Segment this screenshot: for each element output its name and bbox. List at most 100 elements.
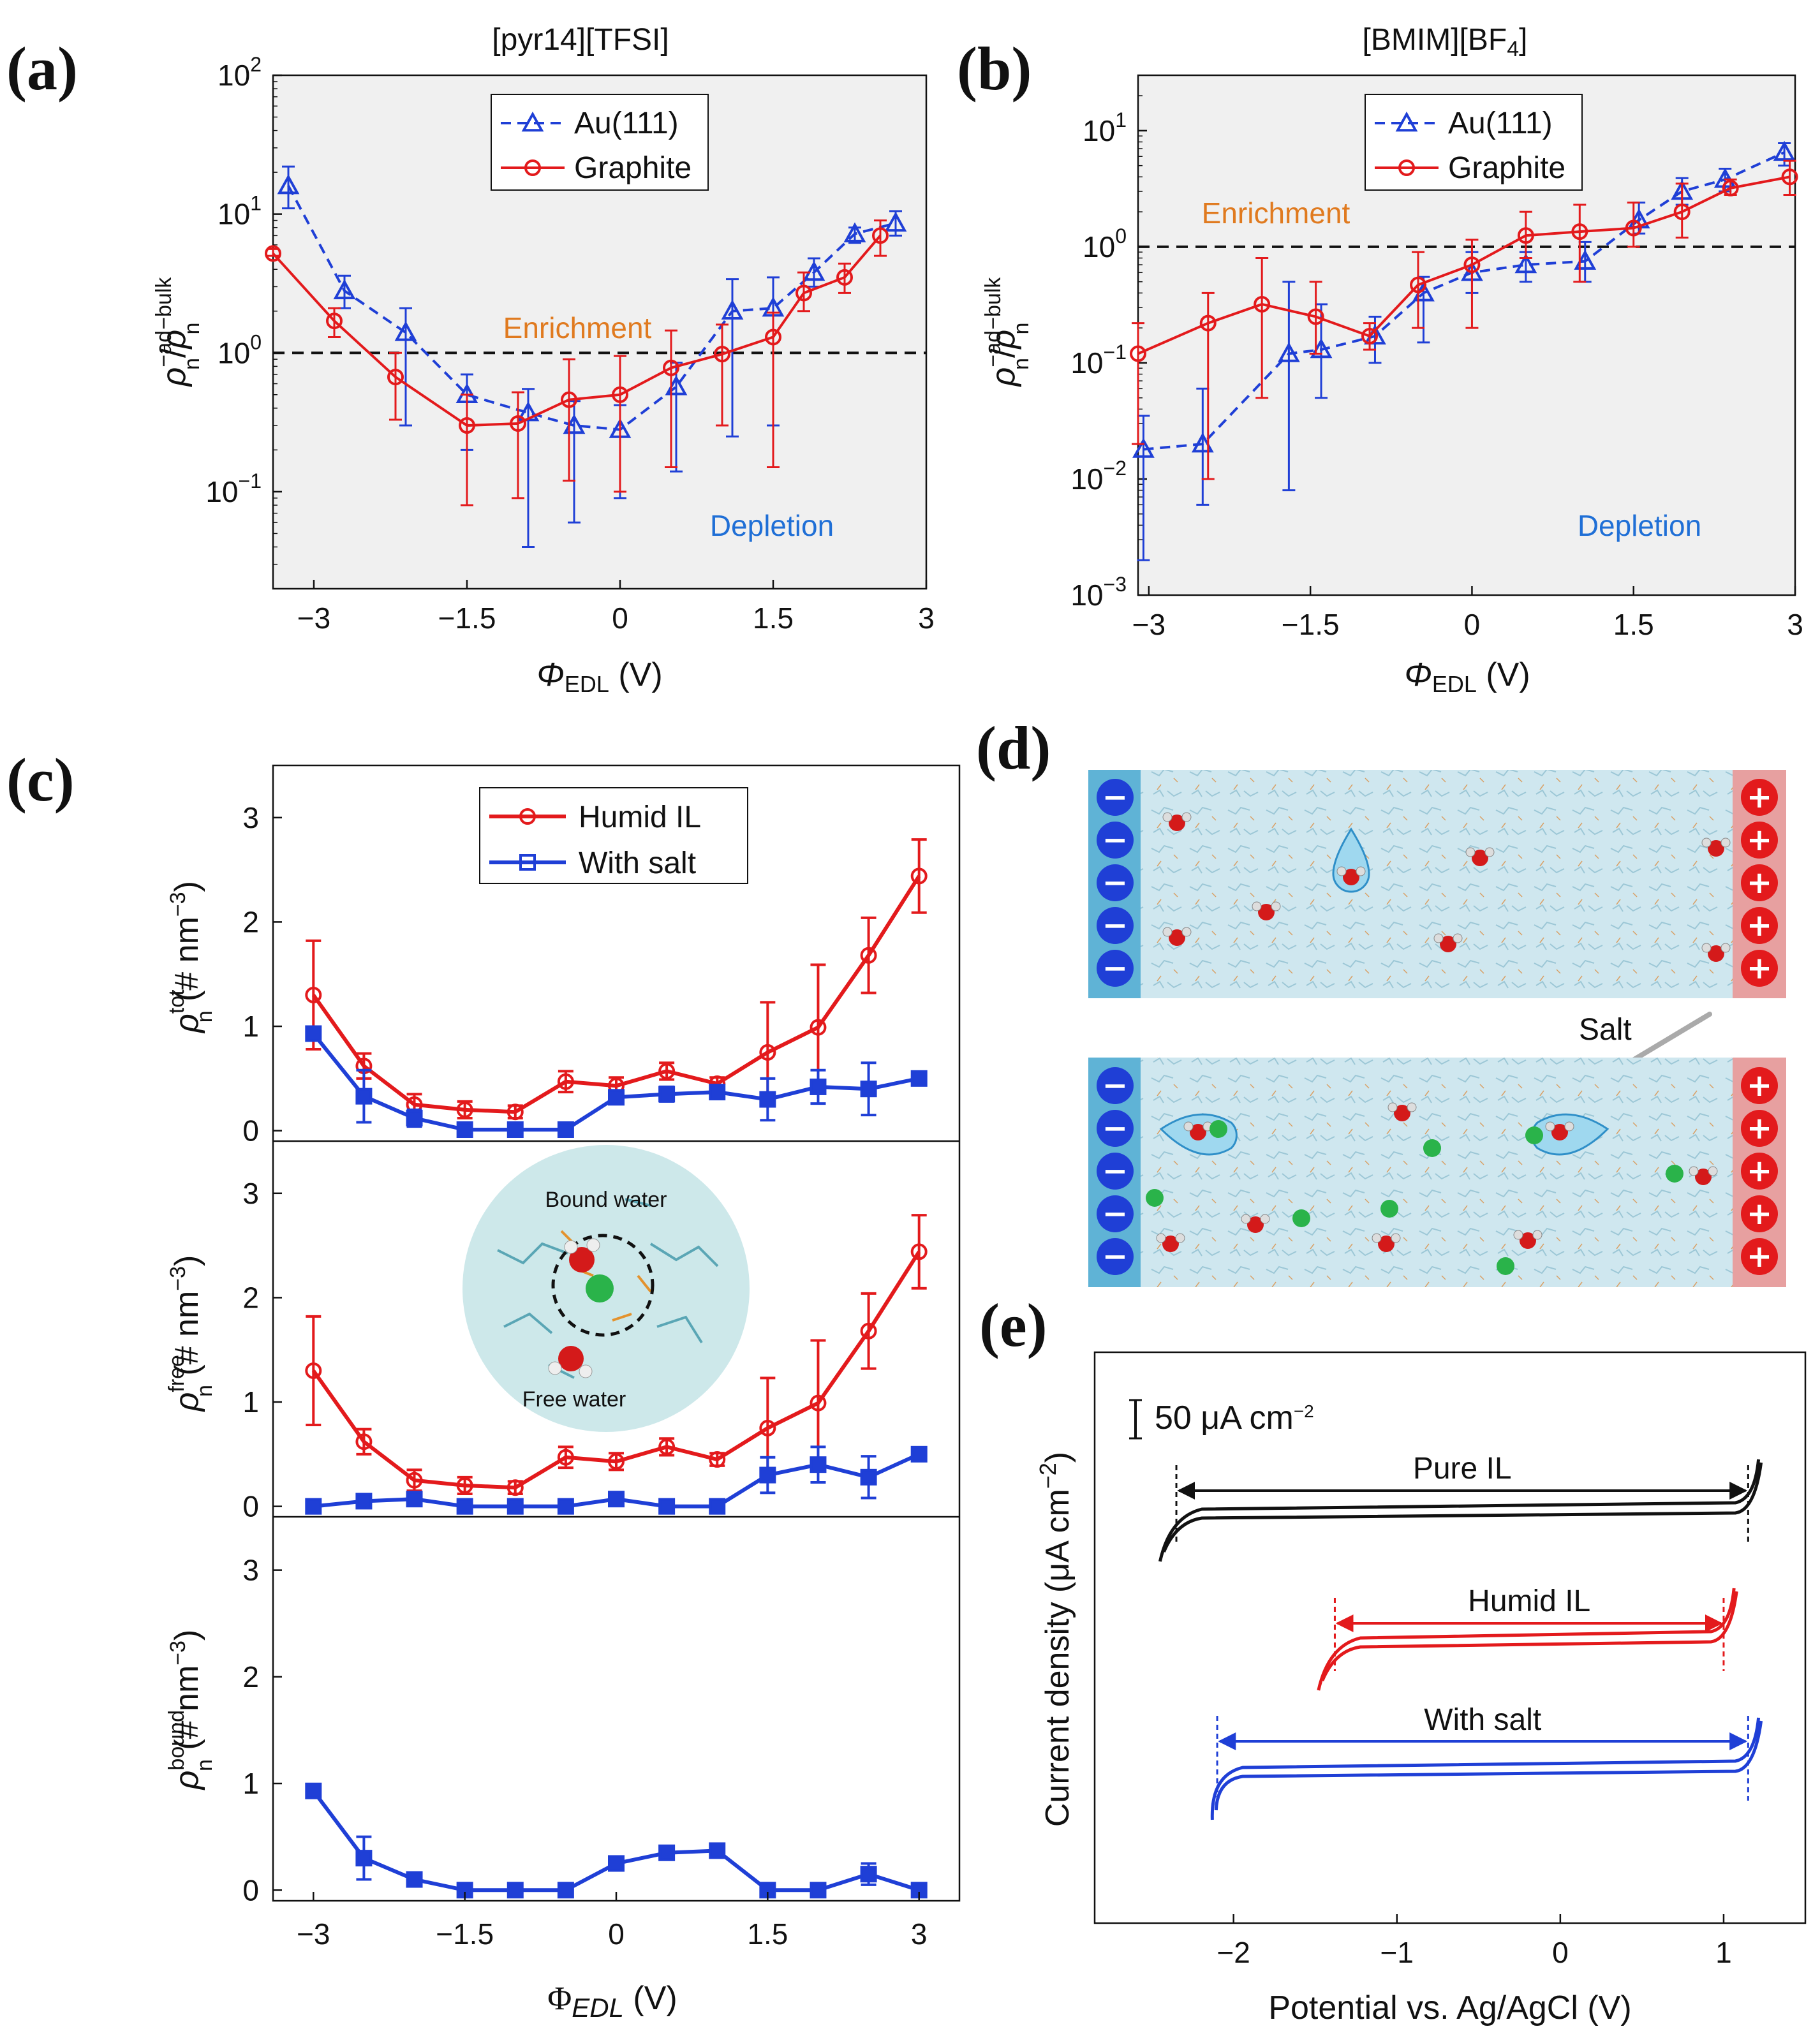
x-tick-label: −3 [297,1917,330,1951]
water-hydrogen-icon [1162,812,1173,822]
water-oxygen-icon [1440,936,1456,952]
svg-text:Current density (μA cm−2): Current density (μA cm−2) [1035,1452,1076,1827]
data-point [860,1322,877,1339]
cation-icon [1741,1195,1778,1232]
water-hydrogen-icon [1156,1233,1166,1243]
depletion-annotation: Depletion [710,509,834,542]
panel-b-title: [BMIM][BF4] [1363,23,1528,61]
data-point [305,1782,322,1799]
y-tick-label: 3 [242,1554,259,1587]
legend-marker [519,854,536,871]
water-oxygen-icon [1708,840,1724,857]
water-hydrogen-icon [1241,1214,1251,1224]
data-point [507,1103,524,1121]
scalebar-label: 50 μA cm−2 [1155,1399,1314,1436]
cation-icon [1741,1153,1778,1190]
y-tick-label: 10−2 [1070,457,1127,496]
cation-icon [1741,822,1778,859]
data-point [277,174,300,195]
data-point [557,1449,574,1466]
data-point [658,1086,676,1103]
x-tick-label: 3 [1787,608,1803,641]
water-oxygen-icon [1472,850,1488,866]
data-point [459,417,475,434]
legend-marker [1398,159,1415,176]
legend-label: Graphite [574,151,692,185]
water-hydrogen-icon [1689,1166,1699,1176]
water-hydrogen-icon [1720,943,1731,953]
inset-bound-circle [551,1234,655,1337]
water-oxygen-icon [1695,1169,1712,1185]
panel-e-chart: −2 −1 0 1 Pure IL Humid IL With salt [1093,1351,1807,1969]
data-point [265,245,281,262]
cation-icon [1741,1067,1778,1104]
panel-label-d: (d) [976,714,1051,782]
window-label: Pure IL [1413,1452,1512,1486]
y-tick-label: 102 [218,53,262,92]
legend-box [1365,94,1583,191]
panel-label-a: (a) [6,34,78,103]
svg-text:ρtotn (# nm−3): ρtotn (# nm−3) [165,881,217,1034]
data-point [456,1121,473,1139]
legend-box [479,787,748,884]
charge-sign: − [1102,779,1128,815]
inset-chloride-icon [586,1274,614,1302]
water-oxygen-icon [1258,904,1275,920]
data-point [709,1451,726,1468]
data-point [759,1466,776,1484]
data-point [507,1479,524,1496]
data-point [305,1362,322,1379]
data-point [1307,308,1324,325]
water-hydrogen-icon [1260,1214,1270,1224]
legend-box [491,94,709,191]
data-point [1773,140,1796,161]
y-tick-label: 2 [242,905,259,938]
data-point [456,1477,473,1494]
water-oxygen-icon [1247,1216,1264,1233]
water-oxygen-icon [1520,1232,1536,1249]
data-point [910,1243,928,1260]
data-point [557,1121,574,1139]
series-pure-il: Pure IL [1158,1452,1763,1562]
x-tick-label: 0 [612,601,628,635]
x-tick-label: −3 [1132,608,1165,641]
inset-free-oxygen [558,1346,584,1371]
water-hydrogen-icon [1336,866,1347,876]
data-point [406,1110,423,1127]
charge-sign: − [1102,1068,1128,1103]
panel-a-ylabel: ρ−ad n/ρ−bulk n [152,277,204,388]
data-point [910,867,928,885]
data-point [1277,342,1300,362]
water-droplet-icon [1332,827,1370,893]
water-oxygen-icon [1169,929,1185,946]
panel-c-ylabel-free: ρfree n (# nm−3) [165,1255,217,1413]
water-hydrogen-icon [1701,837,1712,848]
data-point [608,1089,625,1106]
legend-marker [519,808,536,825]
panel-e-xlabel: Potential vs. Ag/AgCl (V) [1268,1989,1631,2026]
x-tick-label: −2 [1217,1936,1250,1969]
data-point [1517,227,1534,244]
charge-sign: + [1747,779,1772,815]
panel-b-xlabel: ΦEDL (V) [1404,656,1530,697]
water-hydrogen-icon [1387,1102,1398,1112]
cv-curve [1162,1462,1763,1553]
cv-curve [1321,1591,1738,1681]
y-tick-label: 1 [242,1010,259,1043]
data-point [1199,314,1217,332]
data-point [406,1491,423,1508]
data-point [456,1101,473,1118]
data-point [1722,179,1739,196]
data-point [326,313,343,330]
data-point [333,279,356,300]
data-point [860,1468,877,1486]
x-tick-label: 0 [1464,608,1481,641]
water-oxygen-icon [1190,1124,1206,1140]
data-point [714,346,730,363]
data-point [658,1438,676,1456]
water-hydrogen-icon [1453,933,1463,943]
cation-icon [1741,779,1778,816]
data-point [608,1453,625,1470]
data-point [608,1855,625,1872]
water-hydrogen-icon [1252,901,1262,911]
